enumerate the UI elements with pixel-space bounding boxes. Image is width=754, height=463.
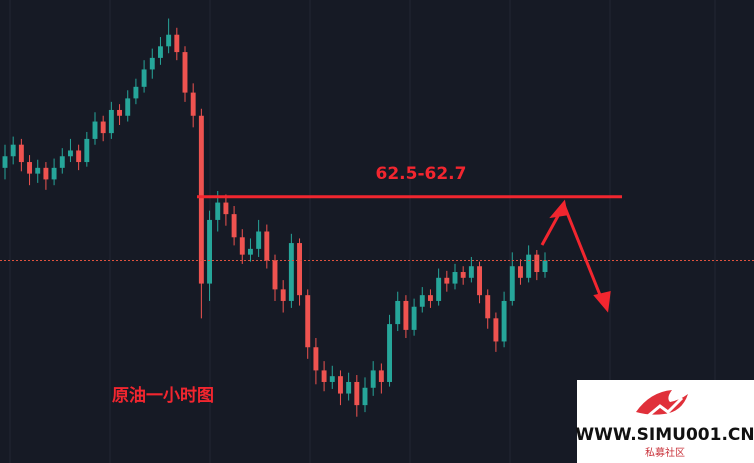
watermark-name: 私募社区 (645, 446, 685, 459)
candle-body (460, 272, 466, 278)
candle-body (198, 115, 204, 284)
candle-body (509, 266, 515, 301)
candle-body (248, 248, 253, 255)
candle-body (272, 260, 278, 290)
candle-body (534, 254, 540, 273)
candle-body (288, 243, 294, 301)
candle-body (452, 272, 458, 284)
candle-body (468, 266, 474, 278)
candle-body (35, 167, 41, 174)
candle-body (313, 347, 319, 371)
candle-body (395, 300, 401, 325)
candle-body (280, 289, 286, 301)
logo-arrow (647, 396, 684, 418)
candle-body (190, 92, 196, 116)
candle-body (51, 167, 57, 180)
candle-body (84, 138, 90, 163)
candle-body (411, 306, 417, 330)
candle-body (477, 266, 482, 296)
candle-body (149, 57, 155, 70)
candle-body (100, 121, 106, 134)
arrows (540, 199, 611, 313)
candle-body (419, 295, 425, 307)
candle-body (158, 46, 163, 58)
candle-body (362, 387, 368, 406)
arrow-head (593, 291, 611, 313)
arrow-head (549, 199, 568, 219)
candle-body (166, 34, 172, 47)
candle-body (174, 34, 180, 53)
candle-body (428, 295, 433, 301)
candle-body (182, 52, 188, 93)
candle-body (493, 318, 499, 342)
candle-body (108, 109, 114, 134)
candle-body (444, 277, 450, 284)
candle-body (354, 381, 360, 406)
candle-body (27, 162, 32, 174)
level-label: 62.5-62.7 (376, 164, 467, 184)
candle-body (297, 243, 302, 296)
logo-shape (636, 390, 688, 415)
candle-body (231, 214, 237, 238)
watermark-url: WWW.SIMU001.CN (575, 425, 754, 445)
candle-body (223, 202, 229, 215)
candle-body (403, 300, 409, 330)
candle-body (370, 370, 376, 388)
candle-body (518, 266, 523, 278)
candle-body (264, 231, 270, 261)
candle-body (10, 144, 16, 157)
candle-body (92, 121, 98, 139)
candle-body (501, 300, 507, 342)
candle-body (485, 295, 491, 319)
candle-body (59, 156, 65, 168)
candle-body (387, 324, 392, 382)
candle-body (346, 381, 352, 394)
candle-body (133, 86, 139, 99)
candle-body (436, 277, 442, 301)
candle-body (215, 202, 221, 220)
candle-body (207, 219, 212, 284)
candle-body (43, 167, 49, 180)
candle-body (68, 150, 73, 157)
candle-body (239, 237, 245, 255)
candle-body (2, 156, 8, 168)
candle-body (18, 144, 24, 163)
candle-body (305, 295, 311, 348)
candle-body (141, 69, 147, 87)
candle-body (329, 376, 335, 382)
candle-body (117, 109, 122, 116)
candle-body (338, 376, 343, 394)
candle-body (256, 231, 262, 249)
candle-body (378, 370, 384, 382)
candle-body (526, 254, 532, 278)
candle-body (542, 260, 548, 273)
candle-body (125, 98, 131, 116)
plot: 62.5-62.7 (0, 18, 754, 417)
candle-body (321, 370, 327, 382)
watermark-logo (636, 390, 688, 418)
annotation: 原油一小时图 (112, 385, 214, 406)
candle-body (76, 150, 82, 163)
